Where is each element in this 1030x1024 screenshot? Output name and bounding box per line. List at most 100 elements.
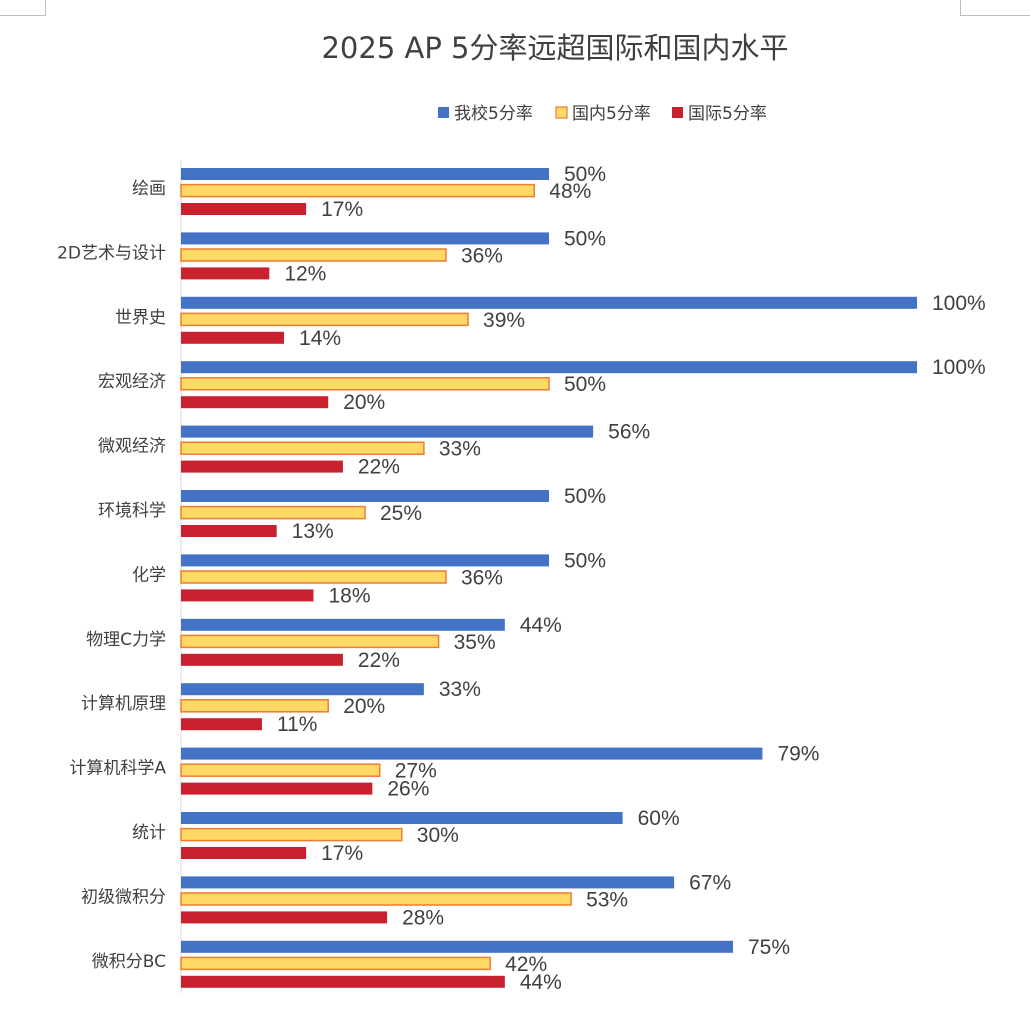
legend-swatch-2 [555,106,568,119]
category-label: 初级微积分 [81,887,166,907]
category-label: 环境科学 [98,501,166,521]
chart-title: 2025 AP 5分率远超国际和国内水平 [321,31,788,65]
data-label: 26% [387,778,429,801]
bar-3 [181,203,307,215]
bar-3 [181,782,373,795]
bar-1 [181,747,763,760]
bar-3 [181,460,343,473]
bars-group [180,168,917,988]
data-label: 60% [638,807,680,830]
bar-2 [180,634,440,649]
data-label: 25% [380,502,422,525]
data-label: 12% [284,262,326,285]
data-label: 56% [608,421,650,444]
data-label: 35% [454,631,496,654]
category-labels: 绘画 2D艺术与设计世界史宏观经济微观经济环境科学化学物理C力学计算机原理计算机科… [57,179,166,972]
bar-1 [181,361,917,374]
category-label: 化学 [132,565,166,585]
chart-legend: 我校5分率 国内5分率 国际5分率 [438,104,767,124]
bar-2 [180,505,366,520]
category-label: 微观经济 [98,437,166,457]
bar-1 [181,812,623,824]
bar-2 [180,441,425,455]
data-label: 27% [395,760,437,783]
bar-3 [181,718,262,731]
value-labels: 50%48%17%50%36%12%100%39%14%100%50%20%56… [277,163,986,994]
bar-2 [180,699,329,713]
data-label: 100% [932,292,986,315]
bar-2 [180,570,447,584]
legend-label-1: 我校5分率 [454,104,533,124]
bar-2 [180,312,469,327]
data-label: 75% [748,936,790,959]
data-label: 14% [299,327,341,350]
bar-3 [181,267,270,280]
category-label: 2D艺术与设计 [57,243,166,263]
data-label: 48% [549,180,591,203]
category-label: 计算机原理 [81,694,166,714]
page-corner-mark-left [0,0,46,16]
bar-1 [181,876,675,889]
bar-3 [181,396,329,409]
legend-label-3: 国际5分率 [688,104,767,124]
data-label: 17% [321,842,363,865]
bar-3 [181,653,343,666]
data-label: 39% [483,309,525,332]
data-label: 20% [343,695,385,718]
category-label: 宏观经济 [98,372,166,392]
data-label: 67% [689,871,731,894]
page-corner-mark-right [960,0,1030,16]
category-label: 物理C力学 [86,630,166,650]
data-label: 50% [564,549,606,572]
category-label: 计算机科学A [69,759,166,779]
data-label: 42% [505,953,547,976]
bar-1 [181,618,505,631]
data-label: 20% [343,391,385,414]
data-label: 11% [277,713,317,736]
data-label: 50% [564,163,606,186]
data-label: 22% [358,649,400,672]
bar-1 [181,554,549,567]
legend-swatch-1 [438,107,449,118]
legend-swatch-3 [672,107,683,118]
bar-3 [181,331,285,344]
data-label: 50% [564,227,606,250]
category-label: 统计 [132,823,166,843]
legend-label-2: 国内5分率 [572,104,651,124]
data-label: 50% [564,373,606,396]
bar-2 [180,183,536,198]
data-label: 33% [439,678,481,701]
bar-1 [181,296,917,309]
data-label: 100% [932,356,986,379]
bar-1 [181,940,733,953]
data-label: 53% [586,888,628,911]
data-label: 17% [321,198,363,221]
bar-1 [181,232,549,245]
bar-1 [181,425,594,438]
bar-3 [181,975,505,988]
data-label: 18% [328,584,370,607]
bar-1 [181,168,549,180]
data-label: 79% [777,743,819,766]
bar-2 [180,377,550,391]
bar-3 [181,847,307,859]
bar-3 [181,911,388,924]
bar-2 [180,248,447,262]
data-label: 36% [461,566,503,589]
category-label: 绘画 [132,179,166,199]
data-label: 44% [520,614,562,637]
bar-2 [180,892,572,906]
data-label: 33% [439,438,481,461]
data-label: 30% [417,824,459,847]
data-label: 50% [564,485,606,508]
bar-2 [180,956,491,971]
category-label: 世界史 [115,308,166,328]
data-label: 36% [461,244,503,267]
data-label: 44% [520,971,562,994]
bar-3 [181,525,277,537]
data-label: 22% [358,456,400,479]
bar-1 [181,490,549,502]
bar-1 [181,683,424,696]
bar-2 [180,827,403,842]
